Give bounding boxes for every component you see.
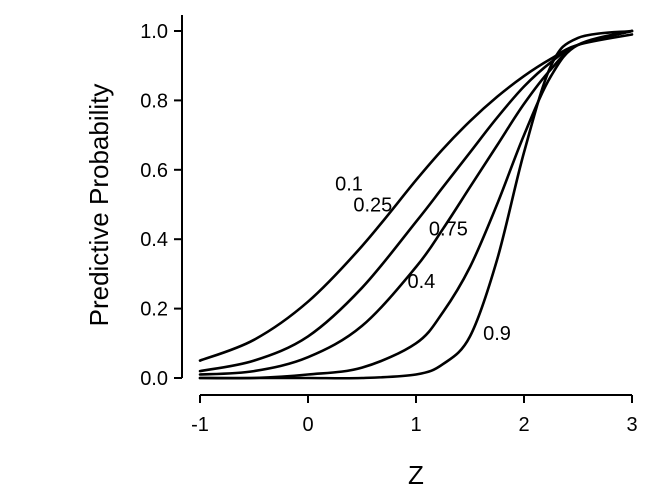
y-tick-label: 0.8 [140, 90, 168, 112]
x-tick-label: 2 [518, 414, 529, 436]
x-ticks: -1 0 1 2 3 [191, 395, 638, 436]
series-label-0-4: 0.4 [407, 271, 435, 293]
series-label-0-75: 0.75 [429, 219, 468, 241]
series-label-0-25: 0.25 [353, 194, 392, 216]
series-line-0-1 [198, 33, 634, 362]
series-line-0-75 [198, 29, 634, 380]
x-tick-label: 1 [410, 414, 421, 436]
y-tick-label: 0.6 [140, 160, 168, 182]
y-tick-label: 0.0 [140, 368, 168, 390]
axes [181, 15, 632, 396]
x-tick-label: -1 [191, 414, 209, 436]
series-label-0-9: 0.9 [483, 323, 511, 345]
series-line-0-9 [198, 29, 634, 380]
y-tick-label: 1.0 [140, 21, 168, 43]
x-tick-label: 0 [302, 414, 313, 436]
series-line-0-4 [198, 29, 634, 376]
y-axis-title: Predictive Probability [84, 84, 114, 327]
x-axis-title: Z [408, 460, 424, 490]
y-ticks: 0.0 0.2 0.4 0.6 0.8 1.0 [140, 21, 182, 390]
series-line-0-25 [198, 29, 634, 373]
series-label-0-1: 0.1 [335, 174, 363, 196]
curve-labels: 0.10.25 0.75 0.4 0.9 [335, 174, 511, 345]
y-tick-label: 0.4 [140, 229, 168, 251]
curves [198, 29, 634, 380]
y-tick-label: 0.2 [140, 299, 168, 321]
x-tick-label: 3 [626, 414, 637, 436]
